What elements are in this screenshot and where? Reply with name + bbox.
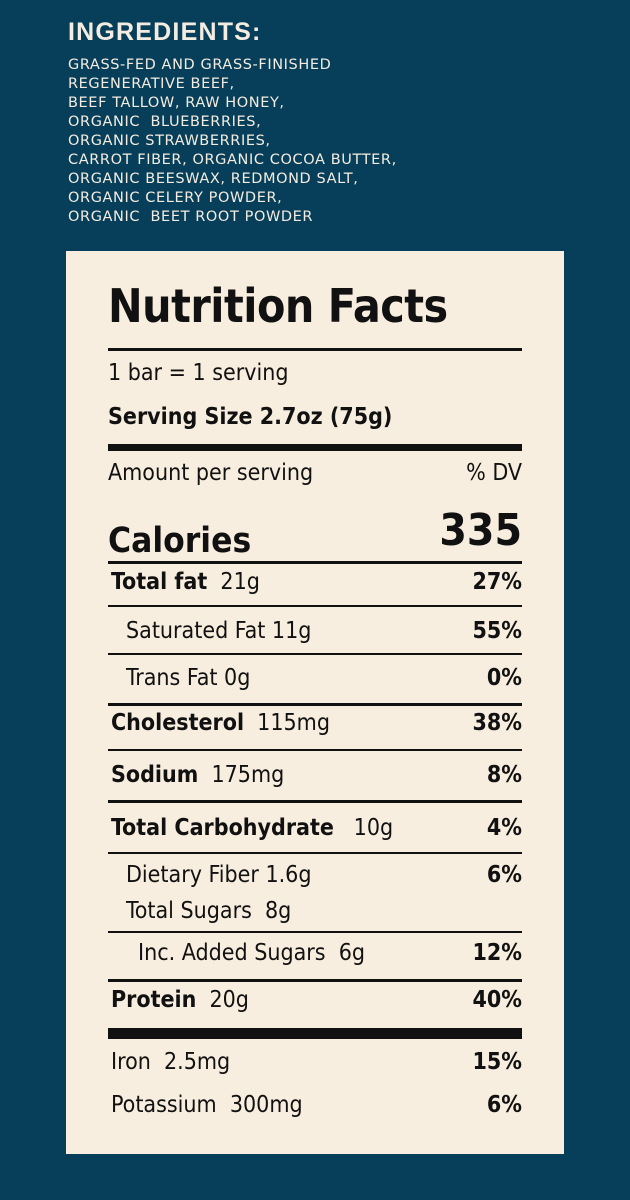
saturated-fat-label: Saturated Fat 11g <box>126 618 312 644</box>
cholesterol-dv: 38% <box>472 710 522 736</box>
thick-divider <box>108 444 522 451</box>
divider <box>108 561 522 564</box>
dv-header: % DV <box>466 460 522 486</box>
amount-per-serving: Amount per serving <box>108 460 314 486</box>
divider <box>108 605 522 607</box>
sodium-dv: 8% <box>486 762 522 788</box>
protein-row: Protein 20g <box>111 986 249 1014</box>
cholesterol-amount: 115mg <box>257 710 330 736</box>
divider <box>108 348 522 351</box>
protein-label: Protein <box>111 987 197 1013</box>
total-carbohydrate-amount: 10g <box>353 815 394 841</box>
trans-fat-label: Trans Fat 0g <box>126 665 251 691</box>
divider <box>108 749 522 751</box>
sodium-row: Sodium 175mg <box>111 761 284 789</box>
total-carbohydrate-label: Total Carbohydrate <box>111 815 334 841</box>
protein-dv: 40% <box>472 987 522 1013</box>
sodium-label: Sodium <box>111 762 199 788</box>
total-fat-row: Total fat 21g <box>111 568 260 596</box>
total-fat-label: Total fat <box>111 569 208 595</box>
ingredient-line: CARROT FIBER, ORGANIC COCOA BUTTER, <box>68 152 397 168</box>
divider <box>108 979 522 982</box>
dietary-fiber-label: Dietary Fiber 1.6g <box>126 862 312 888</box>
servings-per-bar: 1 bar = 1 serving <box>108 360 289 386</box>
ingredients-title: INGREDIENTS: <box>68 18 262 46</box>
total-sugars-label: Total Sugars 8g <box>126 898 292 924</box>
total-carbohydrate-row: Total Carbohydrate 10g <box>111 814 393 842</box>
iron-dv: 15% <box>472 1049 522 1075</box>
ingredient-line: ORGANIC BLUEBERRIES, <box>68 114 262 130</box>
divider <box>108 852 522 854</box>
total-fat-dv: 27% <box>472 569 522 595</box>
ingredient-line: REGENERATIVE BEEF, <box>68 76 235 92</box>
cholesterol-row: Cholesterol 115mg <box>111 709 330 737</box>
ingredient-line: ORGANIC BEET ROOT POWDER <box>68 209 314 225</box>
divider <box>108 703 522 706</box>
ingredient-line: ORGANIC STRAWBERRIES, <box>68 133 271 149</box>
cholesterol-label: Cholesterol <box>111 710 245 736</box>
iron-label: Iron 2.5mg <box>111 1049 231 1075</box>
added-sugars-dv: 12% <box>472 940 522 966</box>
divider <box>108 800 522 803</box>
nutrition-facts-panel: Nutrition Facts 1 bar = 1 serving Servin… <box>66 251 564 1154</box>
serving-size: Serving Size 2.7oz (75g) <box>108 404 393 430</box>
divider <box>108 653 522 655</box>
dietary-fiber-dv: 6% <box>486 862 522 888</box>
thick-divider <box>108 1028 522 1039</box>
calories-label: Calories <box>108 521 252 561</box>
saturated-fat-dv: 55% <box>472 618 522 644</box>
divider <box>108 931 522 933</box>
total-carbohydrate-dv: 4% <box>486 815 522 841</box>
calories-value: 335 <box>439 505 522 556</box>
nutrition-facts-title: Nutrition Facts <box>108 279 448 333</box>
total-fat-amount: 21g <box>220 569 260 595</box>
ingredient-line: BEEF TALLOW, RAW HONEY, <box>68 95 285 111</box>
sodium-amount: 175mg <box>211 762 285 788</box>
protein-amount: 20g <box>209 987 249 1013</box>
ingredient-line: GRASS-FED AND GRASS-FINISHED <box>68 57 332 73</box>
ingredient-line: ORGANIC BEESWAX, REDMOND SALT, <box>68 171 359 187</box>
added-sugars-label: Inc. Added Sugars 6g <box>138 940 366 966</box>
ingredients-section: INGREDIENTS: GRASS-FED AND GRASS-FINISHE… <box>68 18 608 227</box>
trans-fat-dv: 0% <box>486 665 522 691</box>
potassium-label: Potassium 300mg <box>111 1092 303 1118</box>
ingredient-line: ORGANIC CELERY POWDER, <box>68 190 283 206</box>
potassium-dv: 6% <box>486 1092 522 1118</box>
